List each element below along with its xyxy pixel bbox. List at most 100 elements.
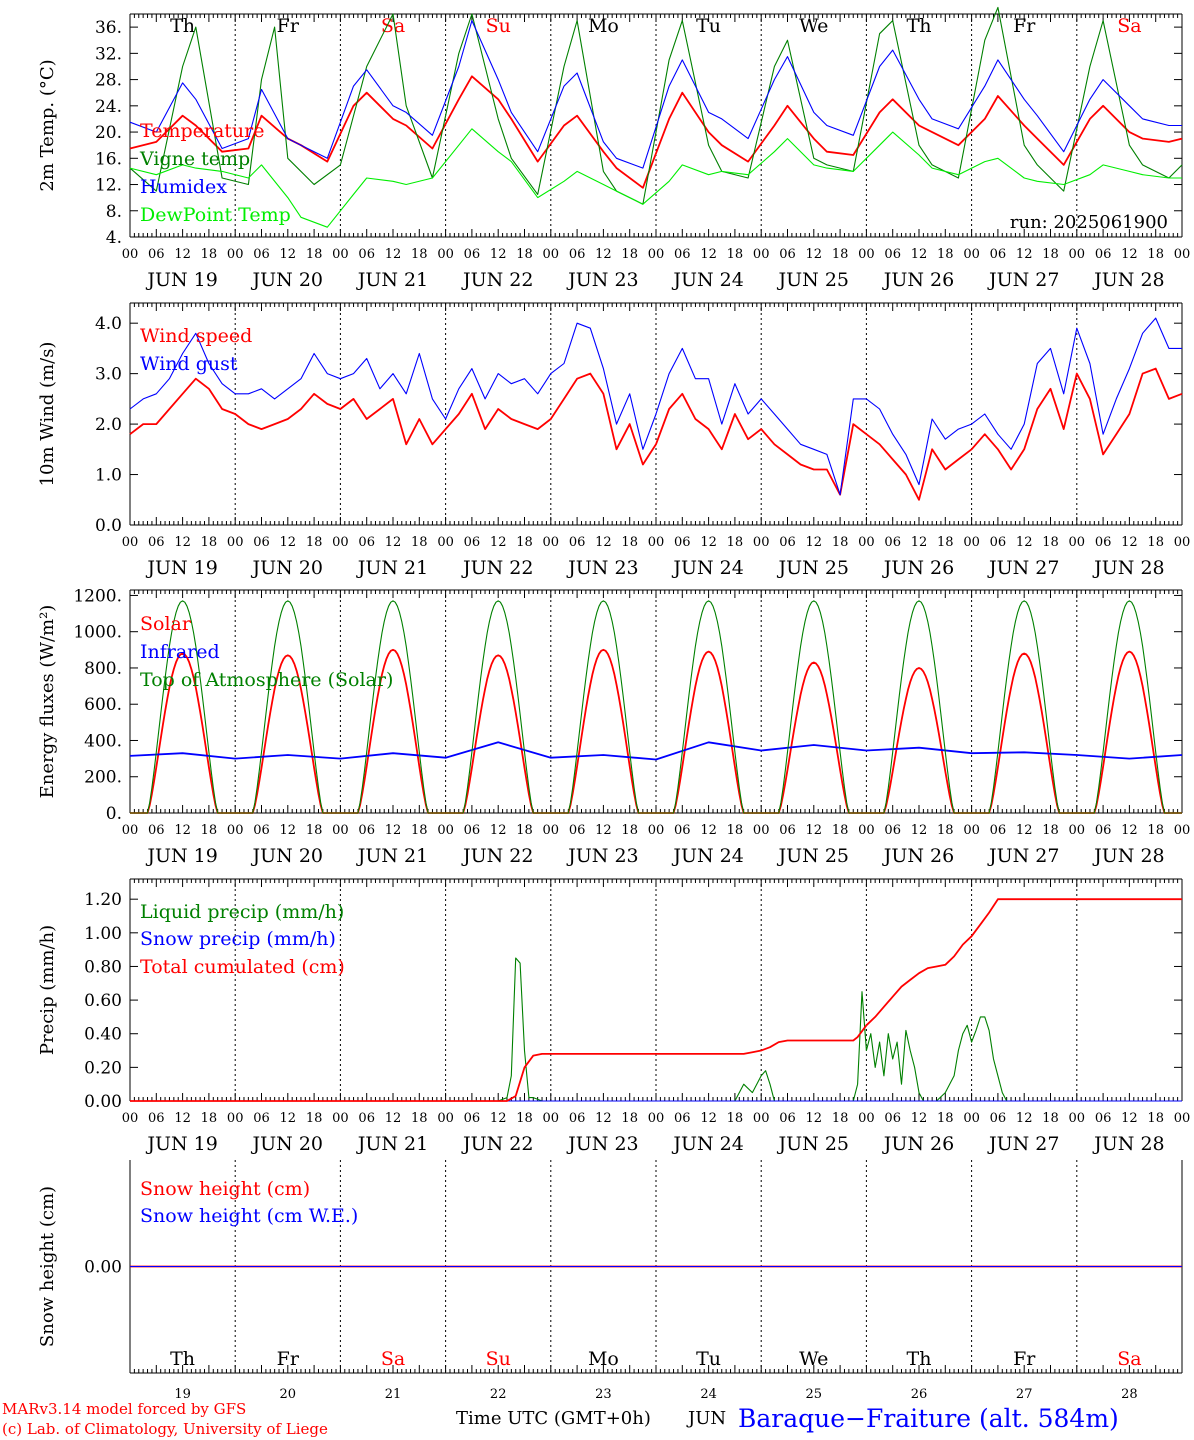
hour-label: 00 <box>332 823 349 838</box>
y-tick-label: 1.20 <box>84 890 122 910</box>
y-axis-title: Energy fluxes (W/m²) <box>37 605 58 799</box>
date-label: JUN 24 <box>671 557 743 579</box>
hour-label: 06 <box>1095 823 1112 838</box>
panel-4: 0.00 0.20 0.40 0.60 0.80 1.00 1.20 Precip (mm/h… <box>37 878 1190 1155</box>
hour-label: 00 <box>332 247 349 262</box>
hour-label: 18 <box>621 823 638 838</box>
weekday-label: Th <box>170 1348 195 1370</box>
hour-label: 06 <box>464 247 481 262</box>
hour-label: 12 <box>490 247 507 262</box>
hour-label: 06 <box>358 535 375 550</box>
panel-3: 0. 200. 400. 600. 800. 1000. 1200. Energy fluxe… <box>37 586 1190 867</box>
y-tick-label: 0. <box>106 804 122 824</box>
date-label: JUN 20 <box>251 1133 323 1155</box>
y-tick-label: 24. <box>95 97 122 117</box>
hour-label: 00 <box>543 823 560 838</box>
hour-label: 06 <box>884 1111 901 1126</box>
hour-label: 18 <box>516 1111 533 1126</box>
hour-label: 00 <box>1174 247 1191 262</box>
hour-label: 00 <box>437 1111 454 1126</box>
legend-entry: Solar <box>140 613 192 635</box>
series-group <box>129 600 1183 814</box>
date-label: JUN 19 <box>145 1133 217 1155</box>
hour-label: 12 <box>174 247 191 262</box>
date-label: JUN 27 <box>987 557 1059 579</box>
hour-label: 00 <box>648 1111 665 1126</box>
hour-label: 06 <box>674 1111 691 1126</box>
y-tick-label: 28. <box>95 71 122 91</box>
y-tick-label: 4.0 <box>95 314 122 334</box>
date-label: JUN 21 <box>356 1133 428 1155</box>
hour-label: 00 <box>122 247 139 262</box>
legend-entry: Humidex <box>140 176 227 198</box>
hour-label: 18 <box>621 247 638 262</box>
weekday-label: Mo <box>588 1348 619 1370</box>
day-number-label: 23 <box>595 1387 612 1402</box>
y-axis-title: Snow height (cm) <box>37 1186 58 1347</box>
hour-label: 18 <box>727 535 744 550</box>
hour-label: 18 <box>1147 823 1164 838</box>
legend-entry: Wind gust <box>140 353 238 375</box>
y-tick-label: 0.00 <box>84 1092 122 1112</box>
weekday-label: Th <box>907 15 932 37</box>
hour-label: 06 <box>779 535 796 550</box>
day-number-label: 26 <box>911 1387 928 1402</box>
hour-label: 12 <box>1016 535 1033 550</box>
hour-label: 18 <box>306 823 323 838</box>
hour-label: 00 <box>753 247 770 262</box>
legend-entry: Vigne temp <box>139 148 250 170</box>
y-axis-title: 10m Wind (m/s) <box>37 342 58 487</box>
hour-label: 18 <box>937 247 954 262</box>
hour-label: 12 <box>174 823 191 838</box>
hour-label: 00 <box>753 535 770 550</box>
hour-label: 12 <box>280 1111 297 1126</box>
hour-label: 12 <box>385 823 402 838</box>
series-line-dewpoint-temp <box>129 128 1182 228</box>
panels: 4. 8. 12. 16. 20. 24. 28. 32. 36. 2m Temp. (°C) 00… <box>37 6 1191 1402</box>
hour-label: 12 <box>1121 247 1138 262</box>
series-group <box>129 317 1183 501</box>
hour-label: 18 <box>832 535 849 550</box>
series-group <box>130 898 1182 1102</box>
hour-label: 06 <box>253 1111 270 1126</box>
month-label: JUN <box>686 1408 726 1429</box>
date-label: JUN 25 <box>777 1133 849 1155</box>
hour-label: 06 <box>1095 247 1112 262</box>
y-tick-label: 16. <box>95 149 122 169</box>
hour-label: 12 <box>806 247 823 262</box>
hour-label: 00 <box>332 1111 349 1126</box>
legend-entry: Total cumulated (cm) <box>140 956 345 978</box>
y-tick-label: 800. <box>84 659 122 679</box>
date-label: JUN 22 <box>461 1133 533 1155</box>
legend-entry: Liquid precip (mm/h) <box>140 901 344 923</box>
date-label: JUN 27 <box>987 269 1059 291</box>
hour-label: 00 <box>1069 535 1086 550</box>
hour-label: 12 <box>1121 1111 1138 1126</box>
date-label: JUN 25 <box>777 557 849 579</box>
date-label: JUN 27 <box>987 845 1059 867</box>
hour-label: 00 <box>1069 247 1086 262</box>
hour-label: 00 <box>963 1111 980 1126</box>
y-tick-label: 8. <box>106 202 122 222</box>
hour-label: 18 <box>411 535 428 550</box>
weekday-label: Fr <box>277 1348 300 1370</box>
hour-label: 00 <box>437 535 454 550</box>
hour-label: 12 <box>806 1111 823 1126</box>
hour-label: 18 <box>201 535 218 550</box>
y-tick-label: 1000. <box>73 623 122 643</box>
hour-label: 00 <box>753 823 770 838</box>
panel-5: 0.00 Snow height (cm) Th Fr Sa Su Mo Tu We Th Fr Sa… <box>37 1160 1183 1402</box>
legend-entry: Infrared <box>140 641 220 663</box>
day-number-label: 19 <box>174 1387 191 1402</box>
y-axis-title: Precip (mm/h) <box>37 925 58 1055</box>
date-label: JUN 19 <box>145 269 217 291</box>
hour-label: 18 <box>1042 823 1059 838</box>
hour-label: 12 <box>1016 1111 1033 1126</box>
hour-label: 12 <box>280 535 297 550</box>
y-tick-label: 0.80 <box>84 957 122 977</box>
hour-label: 12 <box>385 1111 402 1126</box>
hour-label: 00 <box>227 247 244 262</box>
legend-entry: DewPoint Temp <box>140 204 291 226</box>
hour-label: 18 <box>201 247 218 262</box>
